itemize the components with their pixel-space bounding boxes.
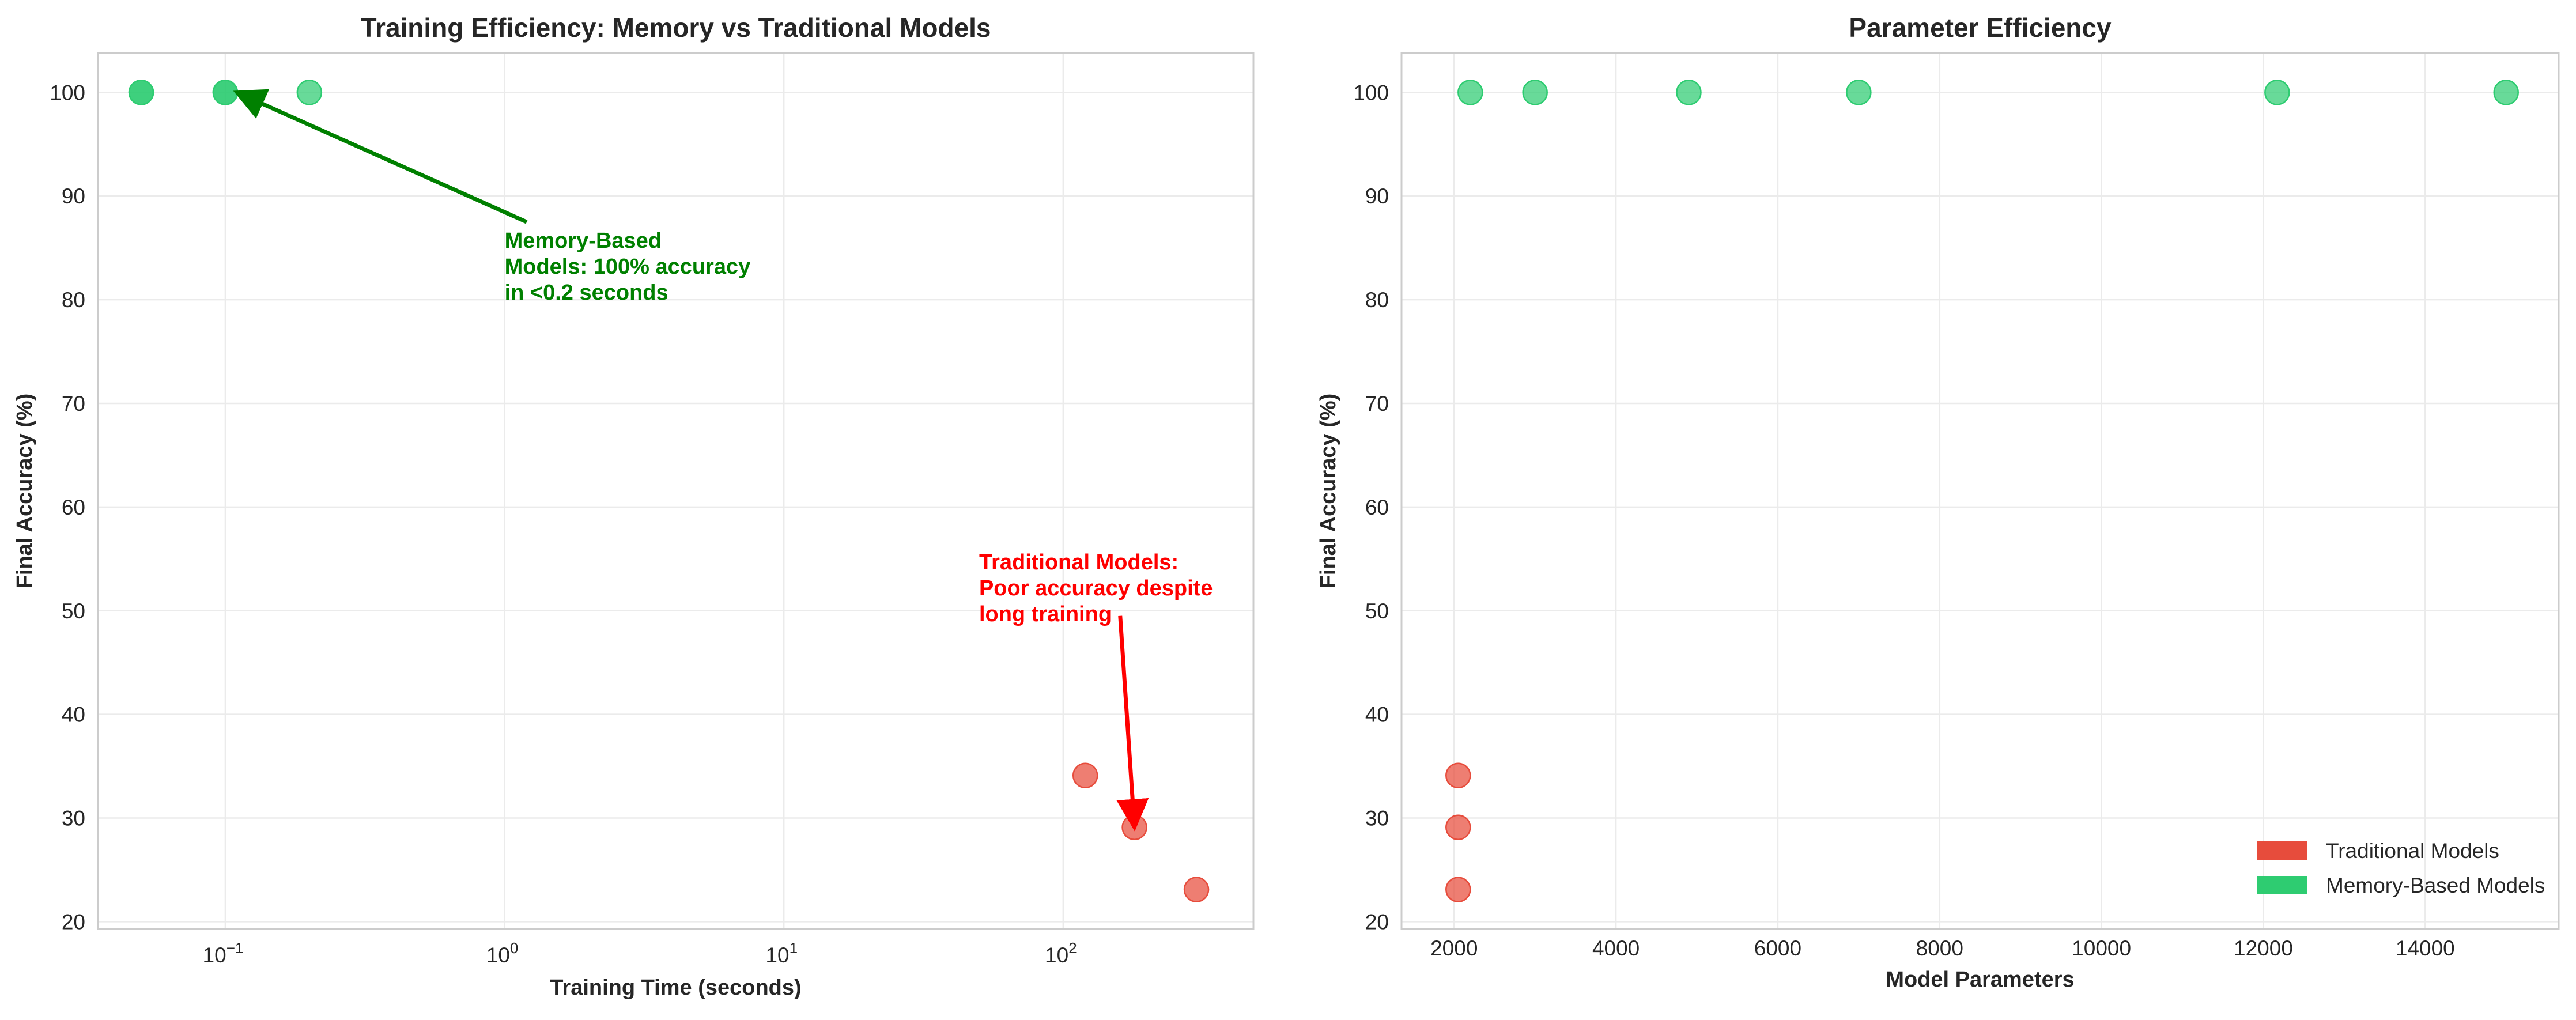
- memory-point: [1522, 80, 1548, 105]
- x-tick-label: 100: [486, 939, 519, 967]
- chart-title: Training Efficiency: Memory vs Tradition…: [360, 13, 991, 43]
- memory-point: [1457, 80, 1483, 105]
- y-tick-label: 90: [62, 184, 85, 208]
- traditional-point: [1072, 762, 1098, 789]
- axis-ticks: 20 30 40 50 60 70 80 90 100 2000 4000 6000 8000 10000…: [1353, 81, 2454, 960]
- annotation-text-line: long training: [979, 602, 1112, 626]
- traditional-point: [1445, 814, 1471, 840]
- memory-point: [128, 80, 154, 105]
- y-tick-label: 70: [1365, 392, 1389, 415]
- y-tick-label: 40: [62, 703, 85, 727]
- scatter-points: [1445, 80, 2519, 902]
- y-tick-label: 30: [1365, 807, 1389, 830]
- y-tick-label: 50: [1365, 599, 1389, 623]
- y-tick-label: 60: [1365, 496, 1389, 519]
- traditional-point: [1183, 877, 1210, 902]
- y-tick-label: 70: [62, 392, 85, 415]
- x-tick-label: 6000: [1754, 936, 1801, 960]
- y-tick-label: 40: [1365, 703, 1389, 727]
- legend-swatch-traditional: [2257, 841, 2307, 860]
- traditional-point: [1445, 877, 1471, 902]
- chart-title: Parameter Efficiency: [1849, 13, 2112, 43]
- annotation-arrow: [233, 89, 528, 224]
- grid: [98, 53, 1253, 929]
- legend-swatch-memory: [2257, 876, 2307, 894]
- legend: Traditional Models Memory-Based Models: [2257, 839, 2545, 897]
- y-tick-label: 90: [1365, 184, 1389, 208]
- x-axis-label: Training Time (seconds): [550, 976, 801, 1000]
- y-tick-label: 100: [1353, 81, 1389, 104]
- grid: [1402, 53, 2559, 929]
- y-axis-label: Final Accuracy (%): [13, 394, 37, 589]
- annotation-text-line: Poor accuracy despite: [979, 576, 1213, 600]
- x-tick-label: 10000: [2072, 936, 2131, 960]
- memory-point: [2493, 80, 2519, 105]
- memory-point: [1846, 80, 1872, 105]
- y-tick-label: 20: [1365, 910, 1389, 934]
- memory-point: [212, 80, 239, 105]
- annotation-text-line: Traditional Models:: [979, 550, 1179, 575]
- y-tick-label: 50: [62, 599, 85, 623]
- annotation-text-line: Memory-Based: [505, 229, 662, 253]
- y-tick-label: 80: [62, 288, 85, 312]
- scatter-points: [128, 80, 1210, 902]
- plot-frame: [1400, 52, 2560, 930]
- x-tick-label: 12000: [2234, 936, 2293, 960]
- annotation-arrow: [1116, 615, 1149, 832]
- x-axis-label: Model Parameters: [1886, 968, 2074, 992]
- memory-point: [2264, 80, 2290, 105]
- y-axis-label: Final Accuracy (%): [1316, 394, 1340, 589]
- y-tick-label: 30: [62, 807, 85, 830]
- legend-label-memory: Memory-Based Models: [2326, 874, 2545, 897]
- legend-label-traditional: Traditional Models: [2326, 839, 2499, 863]
- y-tick-label: 100: [50, 81, 85, 104]
- x-tick-label: 4000: [1592, 936, 1640, 960]
- x-tick-label: 8000: [1916, 936, 1963, 960]
- traditional-point: [1445, 762, 1471, 789]
- axis-ticks: 20 30 40 50 60 70 80 90 100 10−1 100 101 102: [50, 81, 1077, 967]
- memory-point: [1676, 80, 1702, 105]
- x-tick-label: 10−1: [203, 939, 244, 967]
- annotation-text-line: Models: 100% accuracy: [505, 255, 751, 279]
- x-tick-label: 101: [765, 939, 798, 967]
- plot-frame: [97, 52, 1255, 930]
- parameter-efficiency-chart: 20 30 40 50 60 70 80 90 100 2000 4000 6000 8000 10000…: [1316, 13, 2560, 992]
- x-tick-label: 14000: [2396, 936, 2455, 960]
- y-tick-label: 20: [62, 910, 85, 934]
- annotation-text-line: in <0.2 seconds: [505, 281, 668, 305]
- y-tick-label: 60: [62, 496, 85, 519]
- x-tick-label: 102: [1045, 939, 1077, 967]
- memory-point: [296, 80, 323, 105]
- y-tick-label: 80: [1365, 288, 1389, 312]
- x-tick-label: 2000: [1430, 936, 1478, 960]
